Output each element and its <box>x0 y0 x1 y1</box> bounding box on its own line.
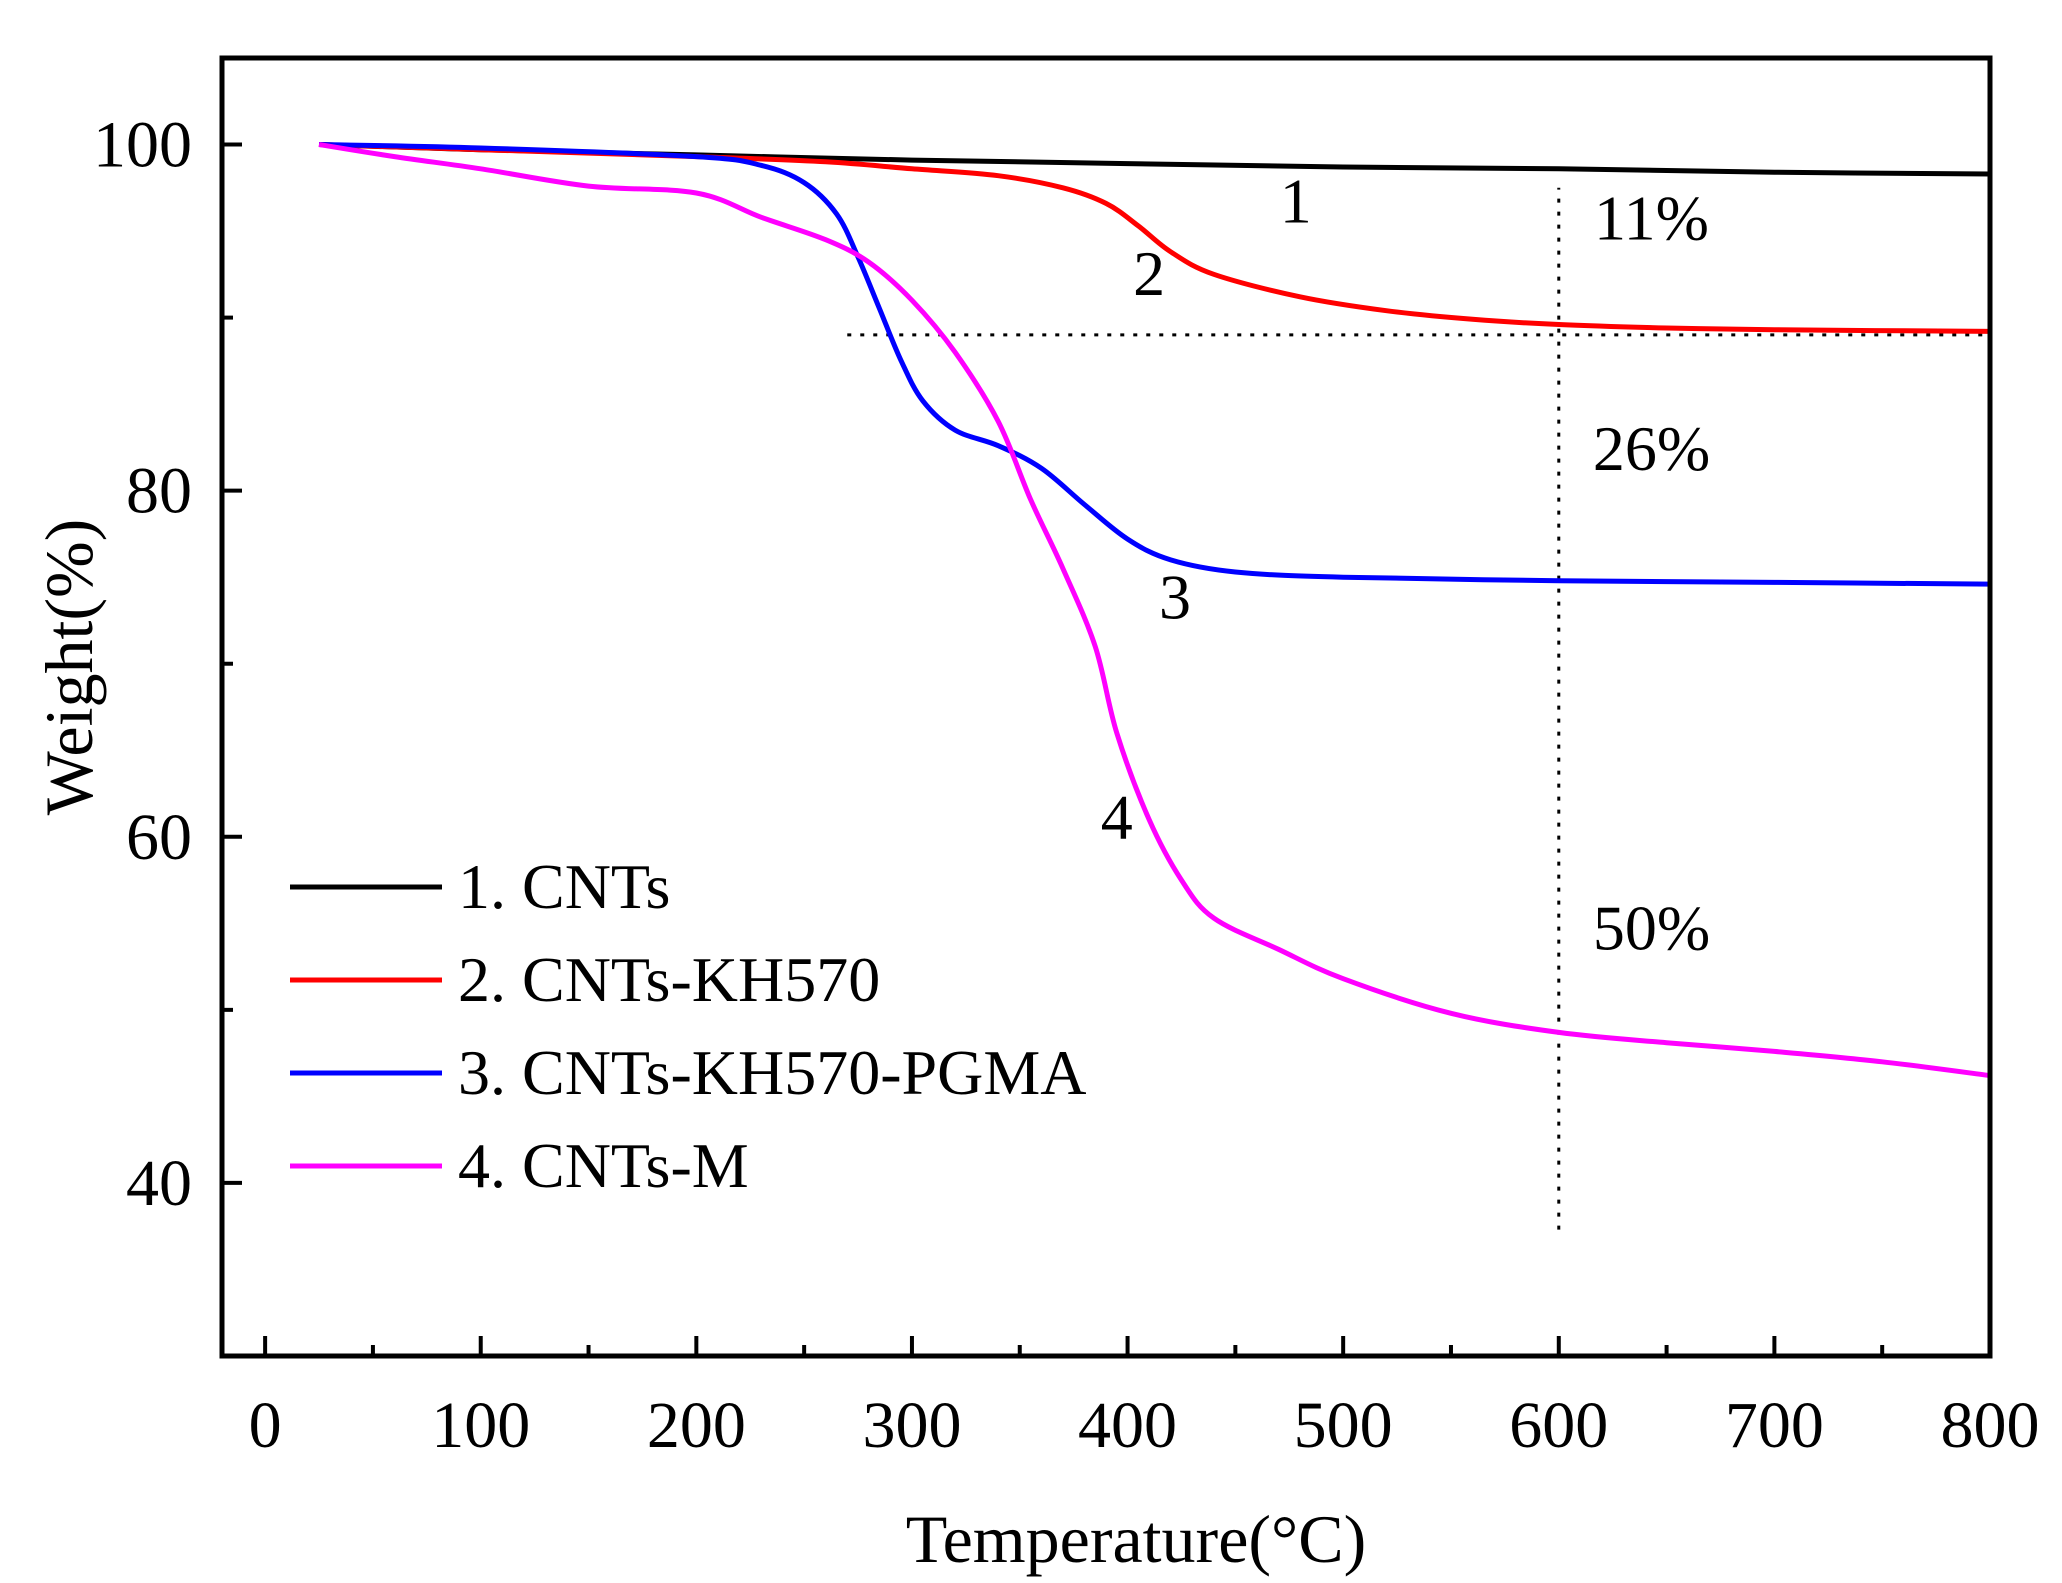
x-tick-label: 100 <box>431 1389 530 1462</box>
series-line-3 <box>318 142 1991 587</box>
y-tick-label: 80 <box>126 455 192 528</box>
y-tick-label: 100 <box>93 109 192 182</box>
percent-annotations: 11% 26% 50% <box>1593 183 1710 964</box>
x-tick-label: 700 <box>1725 1389 1824 1462</box>
x-tick-label: 800 <box>1941 1389 2040 1462</box>
x-tick-label: 400 <box>1078 1389 1177 1462</box>
percent-annotation-2: 26% <box>1593 413 1710 484</box>
x-tick-label: 300 <box>862 1389 961 1462</box>
series-line-4 <box>318 142 1991 1079</box>
x-tick-label: 500 <box>1294 1389 1393 1462</box>
reference-lines <box>847 187 1990 1230</box>
x-tick-label: 600 <box>1509 1389 1608 1462</box>
legend-label-4: 4. CNTs-M <box>458 1130 749 1201</box>
curve-label-4: 4 <box>1101 782 1133 853</box>
legend-label-3: 3. CNTs-KH570-PGMA <box>458 1037 1086 1108</box>
curve-label-1: 1 <box>1280 165 1312 236</box>
curve-label-2: 2 <box>1133 238 1165 309</box>
axis-tick-labels: 0 100 200 300 400 500 600 700 800 40 60 80 100 <box>93 109 2040 1462</box>
x-tick-label: 0 <box>249 1389 282 1462</box>
percent-annotation-1: 11% <box>1594 183 1709 254</box>
legend-label-2: 2. CNTs-KH570 <box>458 944 880 1015</box>
y-axis-title: Weight(%) <box>31 519 107 816</box>
y-tick-label: 60 <box>126 801 192 874</box>
y-tick-label: 40 <box>126 1147 192 1220</box>
percent-annotation-3: 50% <box>1593 892 1710 963</box>
series-group <box>318 142 1991 1079</box>
legend: 1. CNTs 2. CNTs-KH570 3. CNTs-KH570-PGMA… <box>290 851 1086 1201</box>
plot-frame <box>219 55 1993 1359</box>
axis-ticks <box>222 142 1992 1356</box>
x-tick-label: 200 <box>647 1389 746 1462</box>
legend-label-1: 1. CNTs <box>458 851 670 922</box>
x-axis-title: Temperature(°C) <box>906 1501 1366 1577</box>
curve-labels: 1 2 3 4 <box>1101 165 1312 852</box>
curve-label-3: 3 <box>1159 562 1191 633</box>
